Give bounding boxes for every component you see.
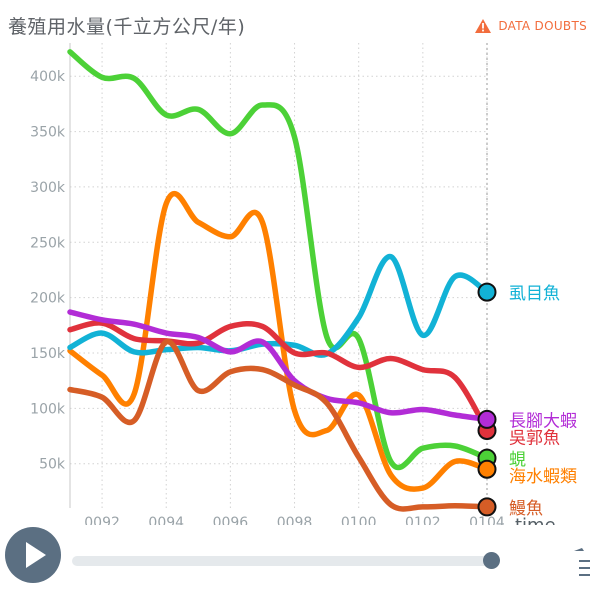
y-tick-label: 250k [30, 235, 66, 251]
chart-title: 養殖用水量(千立方公尺/年) [8, 16, 246, 38]
series-end-marker[interactable] [477, 282, 497, 302]
series-label[interactable]: 虱目魚 [509, 284, 560, 304]
warning-triangle-icon [475, 19, 492, 33]
series-end-marker[interactable] [477, 497, 497, 517]
x-tick-label: 0098 [277, 515, 313, 525]
series-label[interactable]: 海水蝦類 [509, 467, 577, 487]
series-line[interactable] [67, 191, 490, 492]
y-tick-label: 150k [30, 346, 66, 362]
x-tick-label: 0094 [148, 515, 184, 525]
series-end-marker[interactable] [477, 459, 497, 479]
y-tick-label: 400k [30, 69, 66, 85]
y-tick-label: 300k [30, 180, 66, 196]
time-slider-thumb[interactable] [483, 552, 500, 569]
x-tick-label: 0102 [405, 515, 441, 525]
y-tick-label: 200k [30, 291, 66, 307]
play-button[interactable] [5, 527, 61, 583]
series-label[interactable]: 長腳大蝦 [509, 411, 577, 431]
series-line[interactable] [67, 49, 490, 471]
y-tick-label: 100k [30, 401, 66, 417]
series-line[interactable] [67, 339, 490, 512]
x-tick-label: 0096 [213, 515, 249, 525]
series-label[interactable]: 吳郭魚 [509, 428, 560, 448]
data-doubts-label: DATA DOUBTS [498, 19, 587, 33]
y-tick-label: 350k [30, 125, 66, 141]
series-label[interactable]: 鰻魚 [509, 499, 543, 519]
series-line[interactable] [67, 309, 490, 423]
menu-icon[interactable] [572, 545, 590, 581]
line-chart: 0092 0094 0096 0098 0100 0102 0104 50k 100k 150k 2… [30, 43, 577, 525]
series-end-marker[interactable] [477, 409, 497, 429]
x-axis-label: time [515, 515, 556, 525]
x-tick-label: 0104 [469, 515, 505, 525]
data-doubts-button[interactable]: DATA DOUBTS [475, 19, 587, 33]
y-tick-label: 50k [39, 457, 66, 473]
x-tick-label: 0092 [84, 515, 120, 525]
time-slider-track[interactable] [72, 556, 492, 566]
x-tick-label: 0100 [341, 515, 377, 525]
series-label[interactable]: 蜆 [509, 450, 526, 470]
series-line[interactable] [67, 320, 490, 434]
